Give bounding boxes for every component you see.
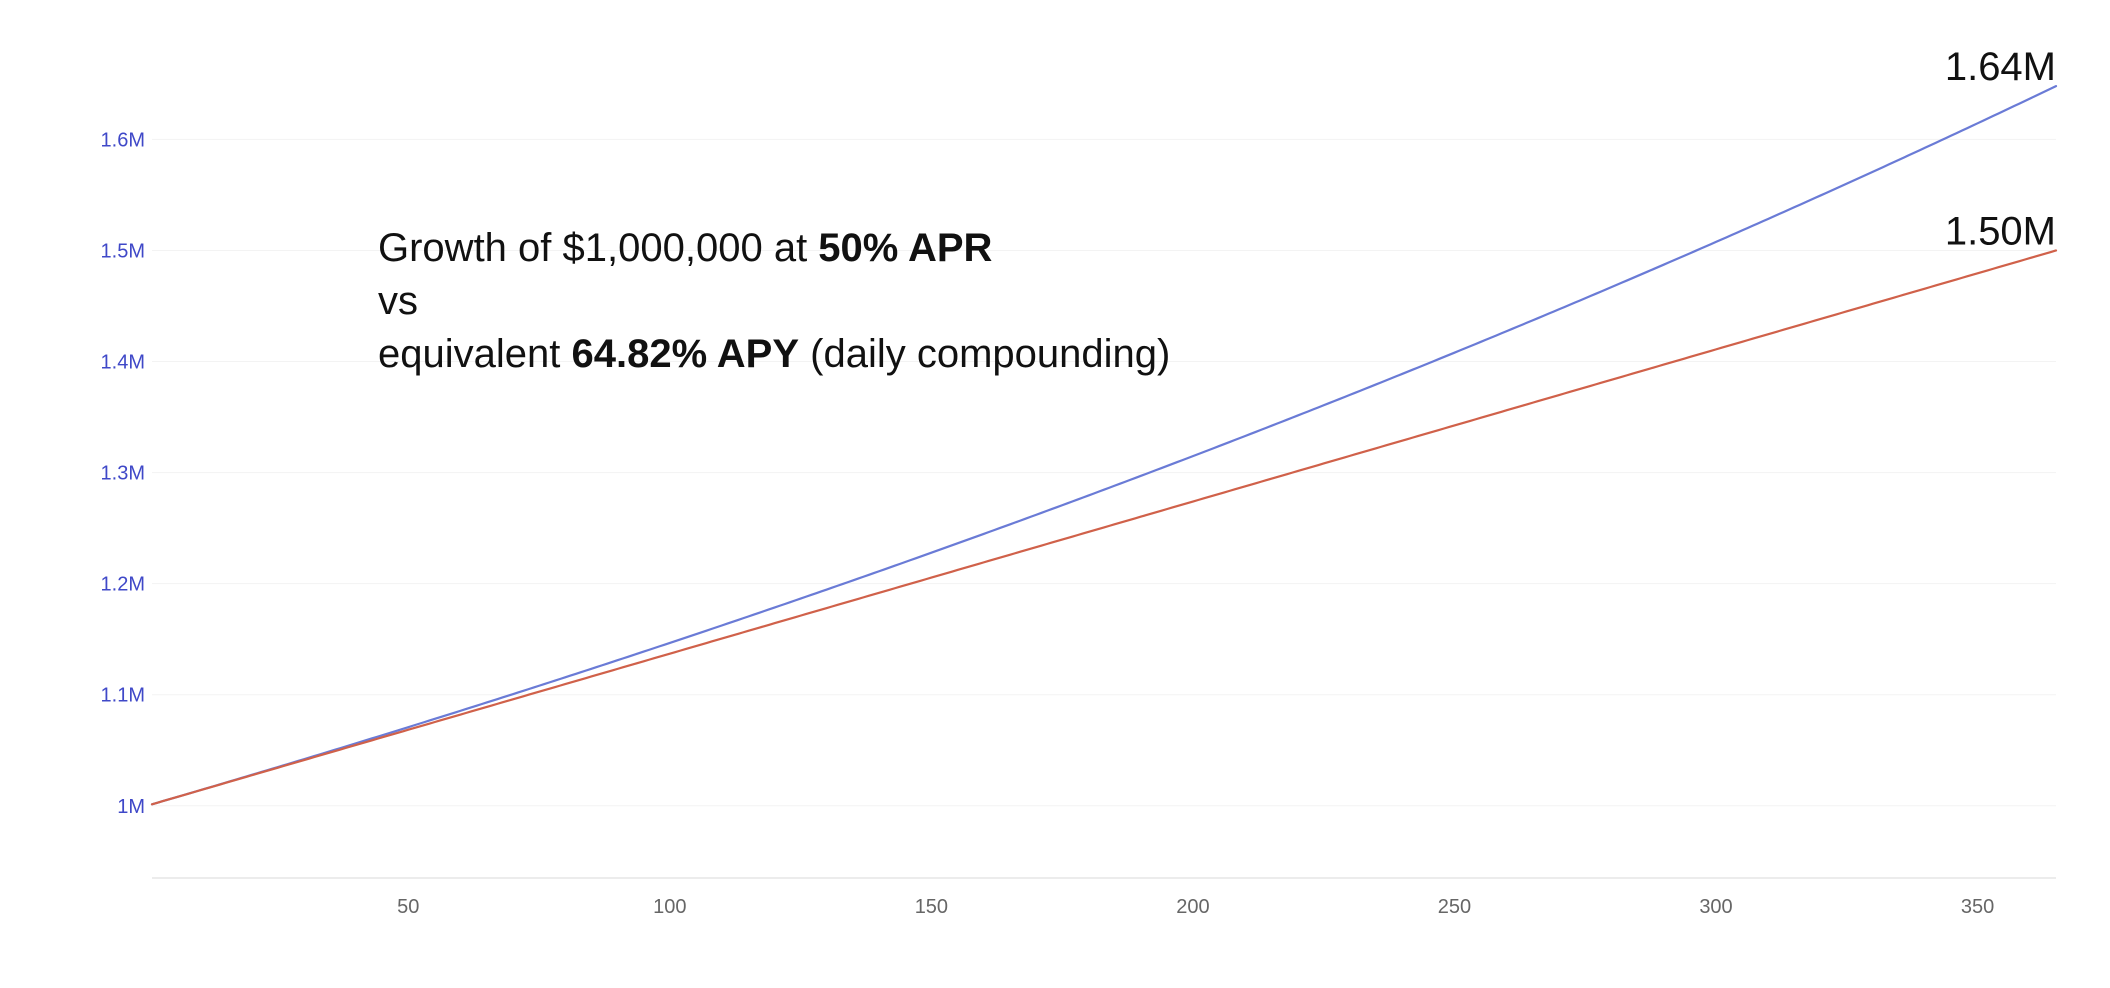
x-tick-label: 100 [653,896,686,918]
title-line-3-bold: 64.82% APY [571,332,800,376]
x-axis-ticks: 50 100 150 200 250 300 350 [397,896,1994,918]
y-tick-label: 1.4M [101,352,145,374]
x-tick-label: 350 [1961,896,1994,918]
chart-title: Growth of $1,000,000 at 50% APR vs equiv… [378,222,1170,381]
y-tick-label: 1.2M [101,574,145,596]
chart-title-line-2: vs [378,279,418,323]
title-line-3-suffix: (daily compounding) [799,332,1171,376]
end-label-apr: 1.50M [1945,209,2056,253]
x-tick-label: 300 [1699,896,1732,918]
title-line-1-bold: 50% APR [818,226,993,270]
y-tick-label: 1.1M [101,685,145,707]
x-tick-label: 200 [1176,896,1209,918]
x-tick-label: 150 [915,896,948,918]
end-labels: 1.64M 1.50M [1945,45,2056,253]
y-tick-label: 1.5M [101,240,145,262]
y-tick-label: 1M [117,796,145,818]
end-label-apy: 1.64M [1945,45,2056,89]
chart-title-line-1: Growth of $1,000,000 at 50% APR [378,222,1170,275]
title-line-3-prefix: equivalent [378,332,572,376]
y-tick-label: 1.6M [101,129,145,151]
title-line-1-prefix: Growth of $1,000,000 at [378,226,819,270]
series-line-apy [150,85,2058,806]
grid [152,138,2056,879]
y-tick-label: 1.3M [101,463,145,485]
y-axis-ticks: 1M 1.1M 1.2M 1.3M 1.4M 1.5M 1.6M [101,129,145,817]
x-tick-label: 50 [397,896,419,918]
x-tick-label: 250 [1438,896,1471,918]
series-lines [150,85,2058,806]
chart-title-line-3: equivalent 64.82% APY (daily compounding… [378,328,1170,381]
series-line-apr [150,249,2058,806]
